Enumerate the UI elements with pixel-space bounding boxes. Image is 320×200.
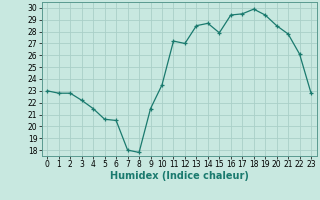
X-axis label: Humidex (Indice chaleur): Humidex (Indice chaleur) <box>110 171 249 181</box>
